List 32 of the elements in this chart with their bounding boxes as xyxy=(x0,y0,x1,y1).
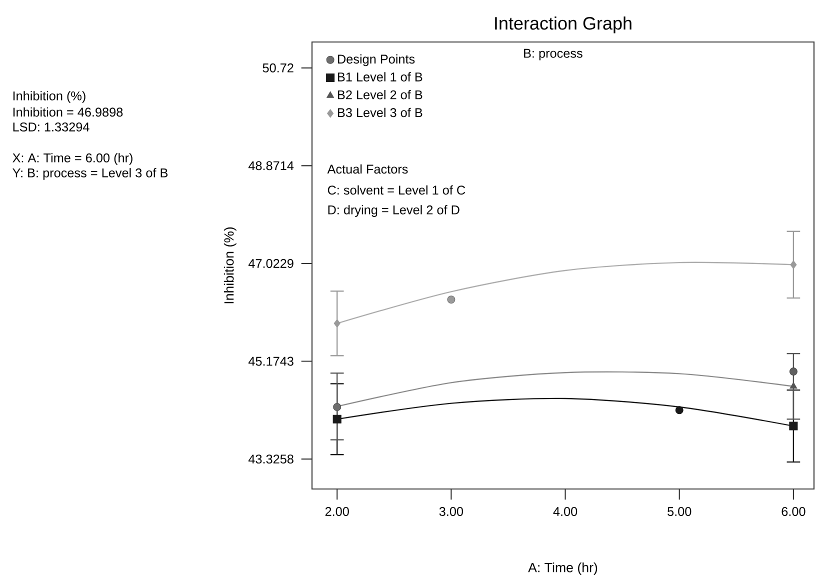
point xyxy=(789,368,798,376)
y-tick-label: 43.3258 xyxy=(248,454,294,464)
point xyxy=(790,382,798,389)
legend-label: B2 Level 2 of B xyxy=(338,90,422,100)
x-tick-label: 5.00 xyxy=(668,507,692,516)
point xyxy=(789,422,798,430)
y-axis-title: Inhibition (%) xyxy=(224,227,236,304)
annotation: D: drying = Level 2 of D xyxy=(328,205,460,217)
x-axis-title: A: Time (hr) xyxy=(528,562,598,575)
y-tick-label: 47.0229 xyxy=(248,259,294,268)
legend-label: B3 Level 3 of B xyxy=(338,108,422,118)
text: Y: B: process = Level 3 of B xyxy=(12,168,168,180)
x-tick-label: 2.00 xyxy=(325,507,349,516)
legend-label: Design Points xyxy=(338,54,415,66)
y-tick-label: 50.72 xyxy=(262,63,294,72)
annotation: C: solvent = Level 1 of C xyxy=(328,185,466,195)
x-tick-label: 4.00 xyxy=(553,507,578,516)
x-tick-label: 3.00 xyxy=(439,507,464,516)
text: Inhibition = 46.9898 xyxy=(13,107,123,117)
legend-label: B1 Level 1 of B xyxy=(338,72,422,82)
point xyxy=(334,319,340,328)
chart-title: Interaction Graph xyxy=(495,16,632,34)
text: LSD: 1.33294 xyxy=(13,122,90,132)
x-tick-label: 6.00 xyxy=(782,507,806,516)
text: X: A: Time = 6.00 (hr) xyxy=(12,153,132,165)
text: Inhibition (%) xyxy=(13,91,86,103)
y-tick-label: 45.1743 xyxy=(248,356,294,366)
annotation: Actual Factors xyxy=(327,164,408,174)
point xyxy=(790,260,797,269)
point xyxy=(332,414,342,424)
y-tick-label: 48.8714 xyxy=(248,161,294,170)
chart-subtitle: B: process xyxy=(524,48,582,60)
